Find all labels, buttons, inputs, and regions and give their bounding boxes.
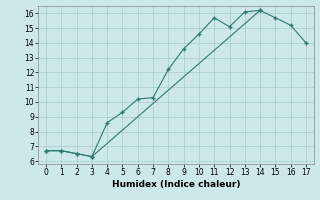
X-axis label: Humidex (Indice chaleur): Humidex (Indice chaleur) bbox=[112, 180, 240, 189]
